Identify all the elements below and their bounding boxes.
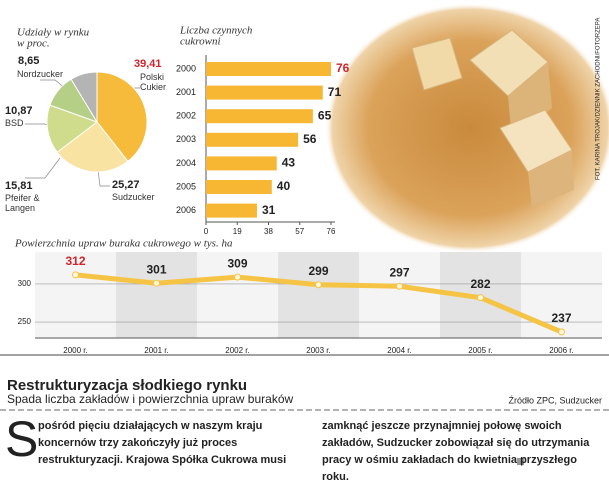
y-tick-label: 2001 [176,87,196,97]
bar-value-label: 76 [336,61,350,75]
data-point [234,273,241,281]
pie-title: Udziały w rynku [17,27,90,39]
data-point [477,294,484,302]
column-band [197,252,278,338]
end-mark [517,458,524,465]
point-value-label: 309 [227,256,247,270]
column-band [359,252,440,338]
x-tick-label: 0 [204,227,209,236]
pie-value-label: 25,27 [112,179,140,191]
bar [206,62,331,76]
y-tick-label: 2003 [176,134,196,144]
subtitle: Spada liczba zakładów i powierzchnia upr… [7,392,293,406]
x-tick-label: 2005 r. [468,346,492,355]
y-tick-label: 2004 [176,158,196,168]
x-tick-label: 2004 r. [387,346,411,355]
point-value-label: 301 [146,262,166,276]
article-column: pośród pięciu działających w naszym kraj… [38,420,287,466]
x-tick-label: 19 [233,227,242,236]
y-tick-label: 2002 [176,111,196,121]
point-value-label: 297 [389,265,409,279]
y-tick-label: 2005 [176,181,196,191]
bar-title: cukrowni [180,36,221,48]
pie-category-label: Sudzucker [112,192,155,202]
pie-category-label: Polski Cukier [140,72,167,92]
bar-value-label: 71 [328,85,342,99]
pie-slice [70,71,98,124]
pie-value-label: 15,81 [5,180,33,192]
x-tick-label: 57 [295,227,304,236]
bar-title: Liczba czynnych [179,25,253,37]
column-band [521,252,602,338]
bar [206,203,257,218]
bar [206,109,313,124]
bar-value-label: 56 [303,132,317,146]
bar [206,85,323,100]
bar [206,180,272,194]
pie-slice [56,121,129,173]
pie-slice [96,71,148,163]
x-tick-label: 76 [327,227,336,236]
data-point [153,279,160,287]
x-tick-label: 2002 r. [225,346,249,355]
bar [206,156,277,171]
bar-value-label: 65 [318,108,332,122]
source: Źródło ZPC, Sudzucker [508,395,602,405]
article-column: zamknąć jeszcze przynajmniej połowę swoi… [322,420,590,480]
x-tick-label: 38 [264,227,273,236]
line-title: Powierzchnia upraw buraka cukrowego w ty… [14,238,233,250]
point-value-label: 282 [470,277,490,291]
y-tick-label: 2000 [176,63,196,73]
bar [206,132,299,147]
bar-value-label: 43 [282,156,296,170]
point-value-label: 299 [308,264,328,278]
x-tick-label: 2003 r. [306,346,330,355]
headline: Restrukturyzacja słodkiego rynku [7,377,247,394]
bar-value-label: 40 [277,179,291,193]
sugar-photo [325,3,609,253]
dropcap: S [5,411,39,467]
photo-credit: FOT. KARINA TROJAK/DZIENNIK ZACHODNI/FOT… [596,18,602,180]
pie-value-label: 10,87 [5,105,33,117]
pie-value-label: 8,65 [18,55,40,67]
column-band [278,252,359,338]
y-tick-label: 2006 [176,205,196,215]
data-point [558,328,565,336]
point-value-label: 237 [551,311,571,325]
y-tick-label: 300 [18,279,32,288]
point-value-label: 312 [65,254,85,268]
bar-value-label: 31 [262,203,276,217]
data-point [72,271,79,279]
data-point [315,281,322,289]
pie-title: w proc. [17,38,50,50]
column-band [35,252,116,338]
x-tick-label: 2001 r. [144,346,168,355]
pie-slice [46,104,99,153]
x-tick-label: 2000 r. [63,346,87,355]
pie-value-label: 39,41 [134,58,162,70]
pie-category-label: BSD [5,118,24,128]
pie-category-label: Nordzucker [17,69,64,79]
column-band [116,252,197,338]
x-tick-label: 2006 r. [549,346,573,355]
pie-category-label: Pfeifer & Langen [5,193,40,213]
data-point [396,282,403,290]
y-tick-label: 250 [18,317,32,326]
